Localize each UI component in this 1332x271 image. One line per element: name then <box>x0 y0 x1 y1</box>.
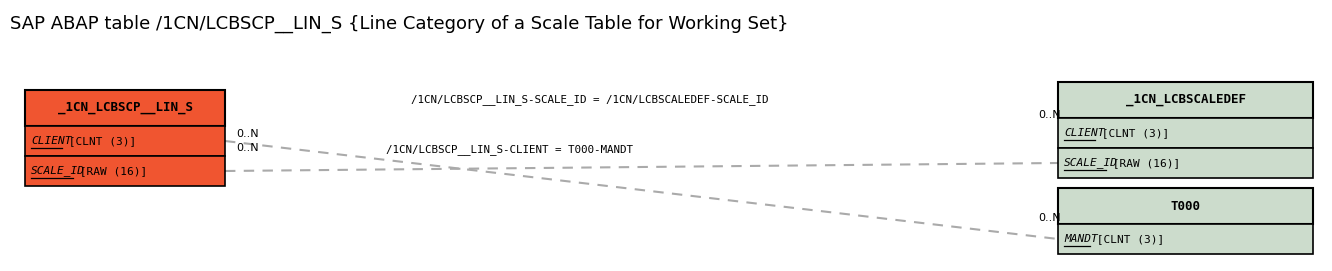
Text: SAP ABAP table /1CN/LCBSCP__LIN_S {Line Category of a Scale Table for Working Se: SAP ABAP table /1CN/LCBSCP__LIN_S {Line … <box>11 15 789 33</box>
Bar <box>25 156 225 186</box>
Text: 0..N: 0..N <box>1038 110 1060 120</box>
Text: CLIENT: CLIENT <box>1064 128 1104 138</box>
Text: 0..N: 0..N <box>236 129 258 139</box>
Text: [RAW (16)]: [RAW (16)] <box>73 166 147 176</box>
Bar <box>1058 224 1313 254</box>
Bar <box>1058 118 1313 148</box>
Bar <box>25 126 225 156</box>
Text: [CLNT (3)]: [CLNT (3)] <box>1095 128 1169 138</box>
Text: [CLNT (3)]: [CLNT (3)] <box>1090 234 1164 244</box>
Bar <box>1058 148 1313 178</box>
Text: 0..N: 0..N <box>236 143 258 153</box>
Text: /1CN/LCBSCP__LIN_S-CLIENT = T000-MANDT: /1CN/LCBSCP__LIN_S-CLIENT = T000-MANDT <box>386 144 634 156</box>
Bar <box>25 90 225 126</box>
Bar <box>1058 188 1313 224</box>
Text: SCALE_ID: SCALE_ID <box>1064 157 1118 169</box>
Text: 0..N: 0..N <box>1038 213 1060 223</box>
Text: /1CN/LCBSCP__LIN_S-SCALE_ID = /1CN/LCBSCALEDEF-SCALE_ID: /1CN/LCBSCP__LIN_S-SCALE_ID = /1CN/LCBSC… <box>412 95 769 105</box>
Text: _1CN_LCBSCALEDEF: _1CN_LCBSCALEDEF <box>1126 93 1245 107</box>
Text: CLIENT: CLIENT <box>31 136 72 146</box>
Bar <box>1058 82 1313 118</box>
Text: MANDT: MANDT <box>1064 234 1098 244</box>
Text: SCALE_ID: SCALE_ID <box>31 166 85 176</box>
Text: T000: T000 <box>1171 199 1200 212</box>
Text: _1CN_LCBSCP__LIN_S: _1CN_LCBSCP__LIN_S <box>57 102 193 115</box>
Text: [CLNT (3)]: [CLNT (3)] <box>63 136 136 146</box>
Text: [RAW (16)]: [RAW (16)] <box>1106 158 1180 168</box>
